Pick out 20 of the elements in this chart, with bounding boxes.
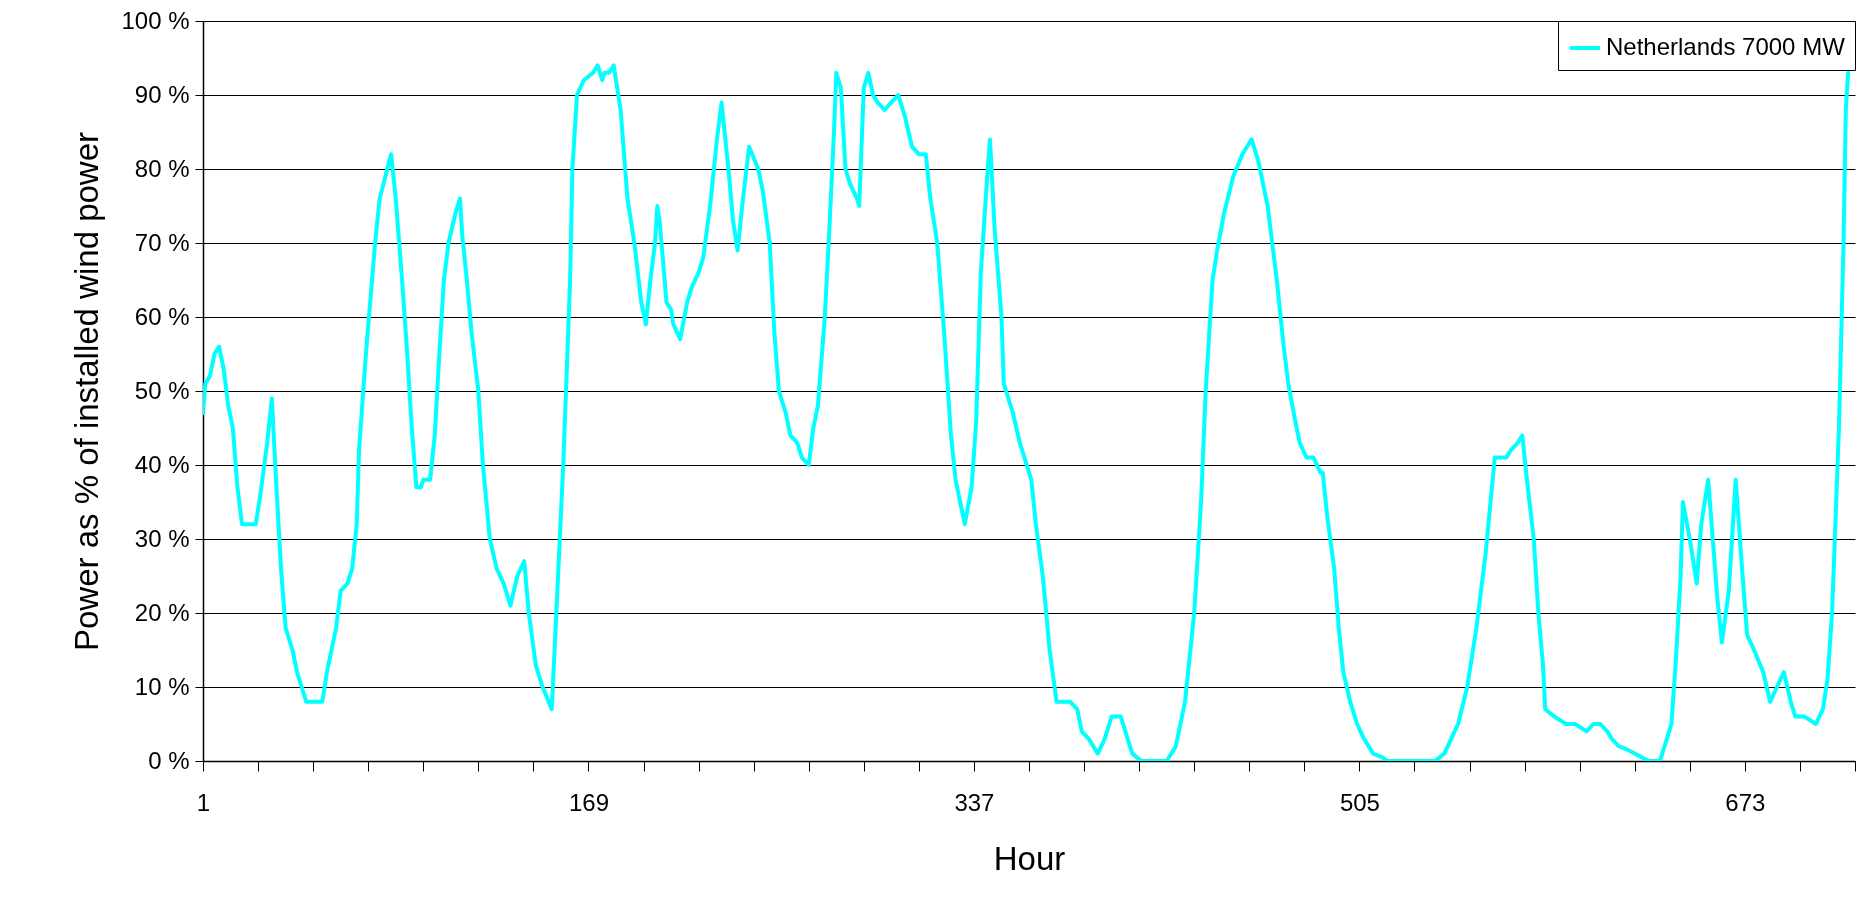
y-tick-label: 90 % (134, 80, 190, 108)
x-axis-title: Hour (993, 839, 1066, 877)
y-tick-label: 80 % (134, 154, 190, 182)
y-tick-label: 60 % (134, 302, 190, 330)
y-axis-title: Power as % of installed wind power (68, 131, 106, 652)
legend-label: Netherlands 7000 MW (1606, 33, 1846, 60)
x-tick-label: 169 (568, 788, 609, 816)
line-series (203, 63, 1851, 761)
x-tick-label: 1 (196, 788, 211, 816)
y-tick-label: 30 % (134, 524, 190, 552)
y-tick-label: 40 % (134, 450, 190, 478)
y-tick-label: 70 % (134, 228, 190, 256)
y-tick-label: 50 % (134, 376, 190, 404)
y-tick-label: 100 % (121, 6, 190, 34)
x-tick-label: 673 (1725, 788, 1766, 816)
y-tick-label: 0 % (148, 746, 190, 774)
x-tick-label: 337 (954, 788, 995, 816)
y-tick-label: 20 % (134, 598, 190, 626)
y-tick-label: 10 % (134, 672, 190, 700)
x-tick-label: 505 (1339, 788, 1380, 816)
